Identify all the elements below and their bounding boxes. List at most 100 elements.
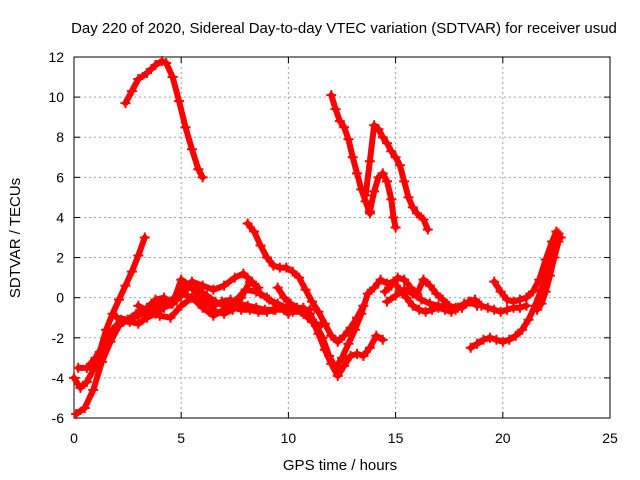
data-point: [382, 176, 393, 187]
data-point: [484, 332, 495, 343]
data-point: [407, 288, 418, 299]
data-point: [536, 298, 547, 309]
data-point: [412, 208, 423, 219]
data-point: [268, 260, 279, 271]
data-point: [159, 292, 170, 303]
data-point: [326, 358, 337, 369]
series-track-3: [360, 120, 433, 235]
y-tick-label: 0: [56, 290, 64, 306]
data-point: [184, 280, 195, 291]
series-track-4: [364, 168, 401, 233]
data-point: [343, 134, 354, 145]
data-point: [141, 302, 152, 313]
data-point: [358, 350, 369, 361]
data-point: [253, 282, 264, 293]
data-point: [244, 304, 255, 315]
data-point: [326, 330, 337, 341]
data-point: [418, 274, 429, 285]
data-point: [197, 302, 208, 313]
data-point: [390, 290, 401, 301]
data-point: [261, 252, 272, 263]
data-point: [283, 308, 294, 319]
data-point: [242, 218, 253, 229]
series-track-2: [326, 90, 375, 219]
y-tick-label: 12: [48, 49, 64, 65]
plot-frame: [73, 56, 611, 419]
data-point: [319, 318, 330, 329]
data-point: [126, 266, 137, 277]
data-point: [371, 330, 382, 341]
data-point: [133, 74, 144, 85]
data-point: [197, 280, 208, 291]
data-point: [392, 272, 403, 283]
data-point: [345, 350, 356, 361]
series-track-9: [133, 284, 294, 323]
series-track-18: [532, 236, 564, 315]
data-point: [551, 226, 562, 237]
data-point: [272, 282, 283, 293]
data-point: [386, 280, 397, 291]
data-point: [544, 270, 555, 281]
data-point: [489, 304, 500, 315]
data-point: [300, 284, 311, 295]
data-point: [201, 296, 212, 307]
data-point: [197, 172, 208, 183]
data-point: [382, 138, 393, 149]
data-point: [465, 342, 476, 353]
data-point: [502, 304, 513, 315]
data-point: [219, 308, 230, 319]
data-point: [165, 312, 176, 323]
data-point: [534, 274, 545, 285]
series-line: [113, 270, 324, 329]
data-point: [476, 300, 487, 311]
data-point: [450, 304, 461, 315]
series-track-17: [489, 226, 566, 307]
data-point: [407, 202, 418, 213]
data-point: [71, 408, 82, 419]
data-point: [356, 308, 367, 319]
data-point: [285, 298, 296, 309]
y-tick-label: -4: [52, 370, 65, 386]
x-tick-label: 0: [70, 430, 78, 446]
series-track-10: [141, 274, 264, 319]
data-point: [261, 306, 272, 317]
data-point: [287, 266, 298, 277]
data-point: [352, 348, 363, 359]
data-point: [167, 72, 178, 83]
data-point: [418, 214, 429, 225]
data-point: [422, 224, 433, 235]
data-point: [150, 294, 161, 305]
data-point: [174, 96, 185, 107]
data-point: [88, 384, 99, 395]
data-point: [517, 324, 528, 335]
data-point: [96, 356, 107, 367]
x-tick-label: 20: [495, 430, 511, 446]
series-track-1: [120, 56, 208, 183]
data-point: [457, 302, 468, 313]
data-point: [167, 298, 178, 309]
data-point: [379, 286, 390, 297]
data-point: [495, 286, 506, 297]
data-point: [373, 124, 384, 135]
data-point: [279, 292, 290, 303]
chart-title: Day 220 of 2020, Sidereal Day-to-day VTE…: [71, 20, 617, 37]
data-point: [334, 116, 345, 127]
series-group: [69, 56, 566, 419]
data-point: [375, 274, 386, 285]
y-tick-label: 10: [48, 89, 64, 105]
data-point: [300, 306, 311, 317]
data-point: [75, 382, 86, 393]
data-point: [401, 292, 412, 303]
data-point: [424, 298, 435, 309]
data-point: [238, 268, 249, 279]
data-point: [120, 280, 131, 291]
series-line: [71, 234, 148, 391]
data-point: [482, 302, 493, 313]
data-point: [111, 312, 122, 323]
data-point: [73, 362, 84, 373]
data-point: [364, 206, 375, 217]
data-point: [364, 156, 375, 167]
data-point: [176, 274, 187, 285]
data-point: [90, 352, 101, 363]
